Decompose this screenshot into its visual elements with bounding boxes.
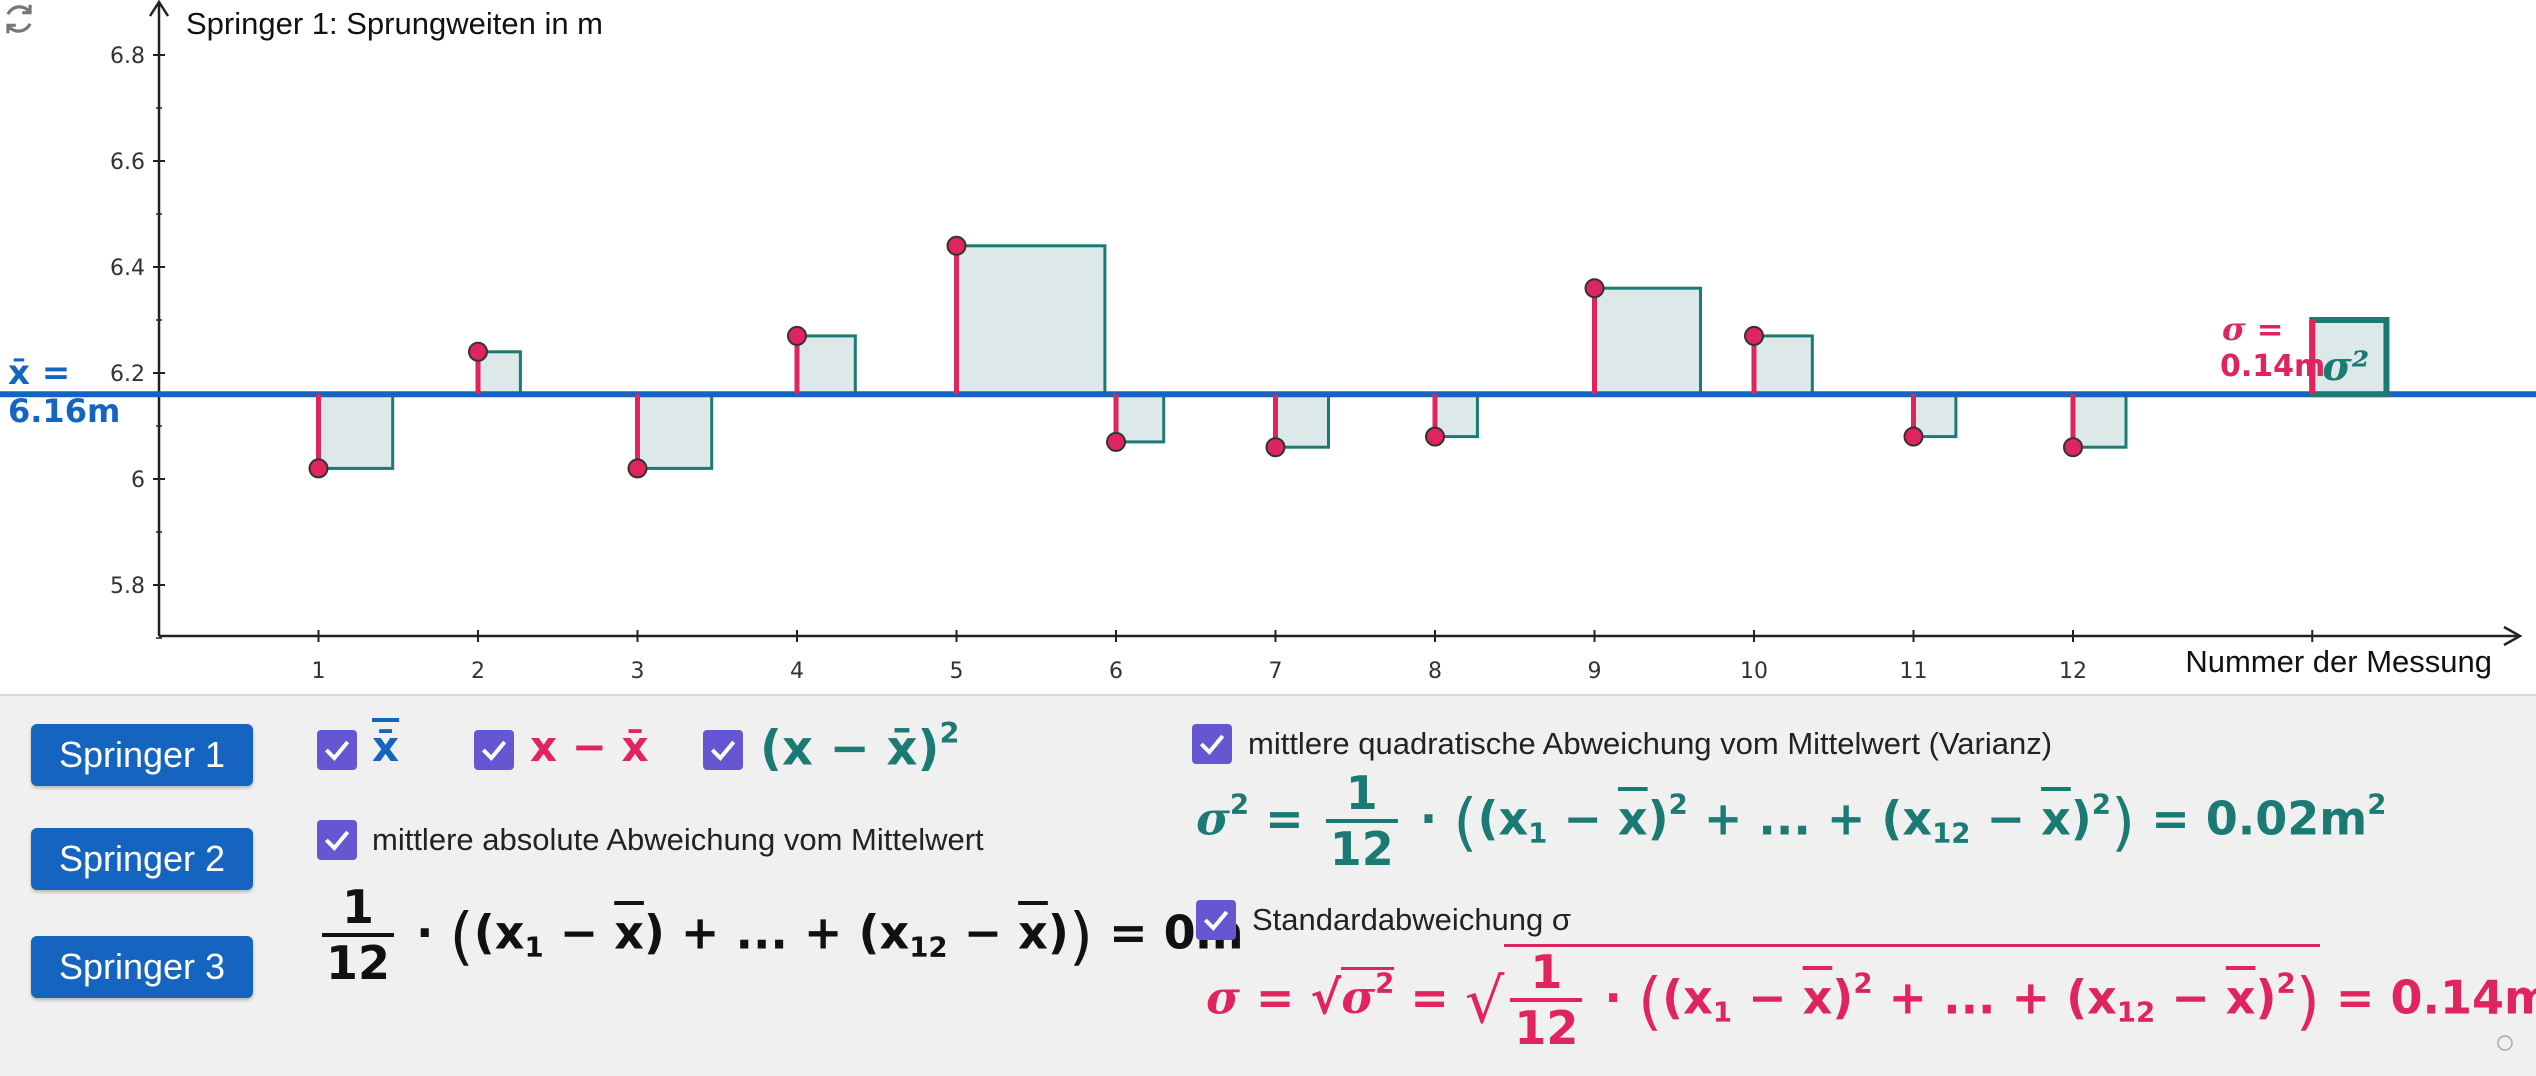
x-tick-label: 2 [471, 659, 485, 684]
x-tick-label: 8 [1428, 659, 1442, 684]
deviation-square [2071, 392, 2128, 449]
mad-label: mittlere absolute Abweichung vom Mittelw… [372, 822, 984, 857]
x-tick-label: 1 [312, 659, 326, 684]
data-point [1265, 437, 1286, 458]
x-axis-arrow [2503, 625, 2523, 647]
data-point [627, 458, 648, 479]
data-point [1584, 278, 1605, 299]
mean-label-bottom: 6.16m [8, 392, 120, 430]
x-tick-label: 4 [790, 659, 804, 684]
deviation-square [1752, 334, 1814, 396]
deviation-square [1593, 286, 1702, 396]
resize-icon[interactable] [2496, 1034, 2514, 1052]
check-icon [324, 740, 350, 761]
chart-title: Springer 1: Sprungweiten in m [186, 6, 603, 41]
check-icon [1199, 734, 1225, 755]
mad-checkbox[interactable] [317, 820, 357, 860]
data-point [787, 325, 807, 346]
std-formula: σ = √σ2 = √ 1 12 · ((x1 − x)2 + ... + (x1… [1206, 944, 2536, 1055]
y-tick-label: 6.6 [110, 150, 145, 175]
variance-label: mittlere quadratische Abweichung vom Mit… [1248, 726, 2053, 761]
chart: 5.866.26.46.66.81 2 3 4 5 6 7 8 9 10 11 12Springer … [0, 0, 2536, 684]
deviation-square [795, 334, 857, 396]
variance-checkbox[interactable] [1192, 724, 1232, 764]
data-point [1106, 431, 1126, 452]
variance-formula: σ2 = 1 12 · ((x1 − x)2 + ... + (x12 − x)2… [1196, 766, 2387, 876]
x-tick-label: 11 [1900, 659, 1928, 684]
springer-2-button[interactable]: Springer 2 [31, 828, 253, 890]
mean-label: x̄ [372, 722, 400, 771]
y-tick-label: 6.2 [110, 362, 145, 387]
deviation-checkbox[interactable] [474, 730, 514, 770]
y-axis-arrow [148, 0, 170, 17]
graphics-view[interactable]: 5.8 6 6.2 6.4 6.6 6.8 1 2 3 4 5 6 7 8 9 10 11 12 Springer … [0, 0, 2536, 694]
y-tick-label: 6.8 [110, 44, 145, 69]
springer-1-button[interactable]: Springer 1 [31, 724, 253, 786]
data-point [946, 235, 967, 256]
data-point [308, 458, 329, 479]
mean-checkbox[interactable] [317, 730, 357, 770]
y-tick-label: 5.8 [110, 574, 145, 599]
sigma-square-label: σ² [2322, 343, 2369, 390]
deviation-square [636, 392, 714, 470]
x-tick-label: 3 [631, 659, 645, 684]
sigma-label-bottom: 0.14m [2220, 349, 2325, 384]
refresh-icon[interactable] [0, 0, 38, 38]
sigma-label-top: σ = [2222, 310, 2284, 348]
check-icon [1203, 910, 1229, 931]
square-label: (x − x̄)2 [760, 716, 960, 777]
x-axis-label: Nummer der Messung [2185, 644, 2492, 679]
x-tick-label: 9 [1588, 659, 1602, 684]
control-panel: Springer 1 Springer 2 Springer 3 x̄ x − … [0, 694, 2536, 1076]
std-checkbox[interactable] [1196, 900, 1236, 940]
data-point [2063, 437, 2083, 458]
mad-formula: 1 12 · ((x1 − x) + ... + (x12 − x)) = 0m [316, 882, 1244, 989]
x-tick-label: 6 [1109, 659, 1123, 684]
check-icon [481, 740, 507, 761]
springer-3-button[interactable]: Springer 3 [31, 936, 253, 998]
check-icon [710, 740, 736, 761]
y-tick-label: 6.4 [110, 256, 145, 281]
deviation-label: x − x̄ [530, 722, 649, 771]
data-point [1744, 325, 1764, 346]
deviation-square [317, 392, 395, 470]
deviation-square [1114, 392, 1166, 444]
x-tick-label: 12 [2059, 659, 2087, 684]
x-tick-label: 7 [1269, 659, 1283, 684]
deviation-square [955, 244, 1107, 396]
y-tick-label: 6 [131, 468, 145, 493]
deviation-square [1274, 392, 1330, 449]
check-icon [324, 830, 350, 851]
mean-label-top: x̄ = [8, 353, 70, 393]
x-tick-label: 10 [1740, 659, 1768, 684]
x-tick-label: 5 [950, 659, 964, 684]
data-point [1903, 426, 1924, 447]
std-label: Standardabweichung σ [1252, 902, 1572, 937]
data-point [1425, 426, 1445, 447]
square-checkbox[interactable] [703, 730, 743, 770]
data-point [468, 341, 488, 362]
